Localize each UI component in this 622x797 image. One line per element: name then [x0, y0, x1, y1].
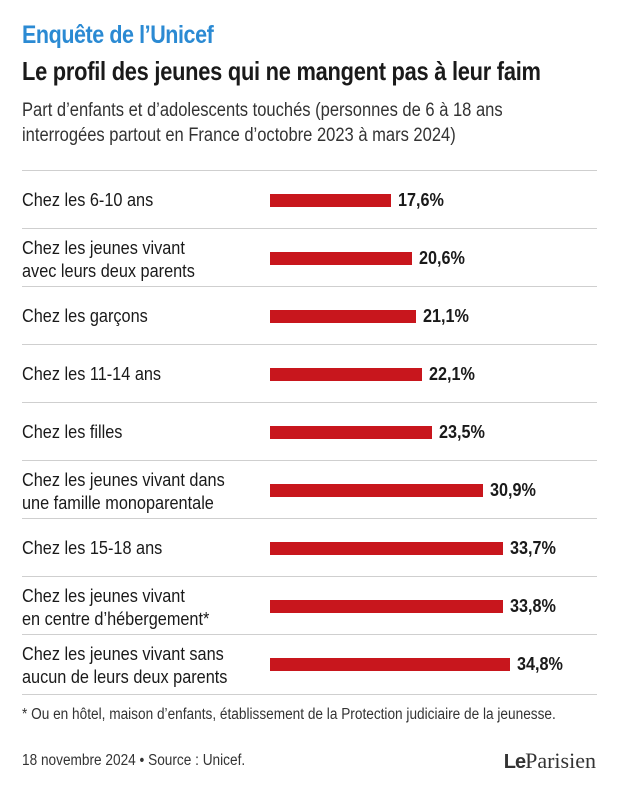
chart-row: Chez les 15-18 ans 33,7% — [22, 518, 597, 577]
bar — [270, 426, 433, 439]
chart-row: Chez les jeunes vivant avec leurs deux p… — [22, 228, 597, 287]
page-title: Le profil des jeunes qui ne mangent pas … — [22, 56, 541, 86]
category-label: Chez les jeunes vivant en centre d’héber… — [22, 585, 210, 629]
chart-row: Chez les filles 23,5% — [22, 402, 597, 461]
bar — [270, 542, 503, 555]
category-label: Chez les jeunes vivant sans aucun de leu… — [22, 643, 228, 687]
source-line: 18 novembre 2024 • Source : Unicef. — [22, 752, 246, 769]
category-label: Chez les jeunes vivant dans une famille … — [22, 469, 225, 513]
bar — [270, 484, 484, 497]
chart-row: Chez les jeunes vivant en centre d’héber… — [22, 576, 597, 635]
bar-chart: Chez les 6-10 ans 17,6% Chez les jeunes vi… — [0, 170, 622, 695]
data-label: 23,5% — [439, 422, 486, 442]
bar — [270, 600, 504, 613]
bar — [270, 658, 511, 671]
data-label: 20,6% — [419, 248, 466, 268]
data-label: 33,7% — [509, 538, 556, 558]
chart-row: Chez les jeunes vivant sans aucun de leu… — [22, 634, 597, 693]
category-label: Chez les 15-18 ans — [22, 537, 163, 558]
le-parisien-logo: LeParisien — [503, 748, 596, 773]
chart-row: Chez les 6-10 ans 17,6% — [22, 170, 597, 229]
kicker: Enquête de l’Unicef — [22, 21, 214, 49]
category-label: Chez les 11-14 ans — [22, 363, 162, 384]
bar — [270, 368, 423, 381]
chart-row: Chez les jeunes vivant dans une famille … — [22, 460, 597, 519]
data-label: 34,8% — [517, 654, 564, 674]
data-label: 17,6% — [398, 190, 445, 210]
data-label: 33,8% — [510, 596, 557, 616]
chart-row: Chez les 11-14 ans 22,1% — [22, 344, 597, 403]
footnote: * Ou en hôtel, maison d’enfants, établis… — [22, 706, 556, 723]
chart-row: Chez les garçons 21,1% — [22, 286, 597, 345]
divider — [22, 694, 597, 695]
data-label: 22,1% — [429, 364, 476, 384]
subtitle: Part d’enfants et d’adolescents touchés … — [22, 100, 503, 146]
data-label: 21,1% — [422, 306, 469, 326]
data-label: 30,9% — [490, 480, 537, 500]
bar — [270, 310, 416, 323]
bar — [270, 194, 392, 207]
category-label: Chez les 6-10 ans — [22, 189, 154, 210]
category-label: Chez les garçons — [22, 305, 148, 326]
bar — [270, 252, 413, 265]
category-label: Chez les filles — [22, 421, 123, 442]
category-label: Chez les jeunes vivant avec leurs deux p… — [22, 237, 195, 281]
